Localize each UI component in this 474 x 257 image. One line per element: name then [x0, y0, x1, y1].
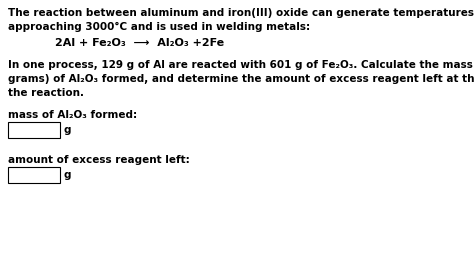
- Text: In one process, 129 g of Al are reacted with 601 g of Fe₂O₃. Calculate the mass : In one process, 129 g of Al are reacted …: [8, 60, 474, 70]
- Text: The reaction between aluminum and iron(III) oxide can generate temperatures: The reaction between aluminum and iron(I…: [8, 8, 474, 18]
- Text: approaching 3000°C and is used in welding metals:: approaching 3000°C and is used in weldin…: [8, 22, 310, 32]
- Bar: [8, 122, 60, 138]
- Text: g: g: [64, 125, 72, 135]
- Bar: [8, 167, 60, 183]
- Text: amount of excess reagent left:: amount of excess reagent left:: [8, 155, 190, 165]
- Text: g: g: [64, 170, 72, 180]
- Text: grams) of Al₂O₃ formed, and determine the amount of excess reagent left at the e: grams) of Al₂O₃ formed, and determine th…: [8, 74, 474, 84]
- Text: the reaction.: the reaction.: [8, 88, 84, 98]
- Text: mass of Al₂O₃ formed:: mass of Al₂O₃ formed:: [8, 110, 137, 120]
- Text: 2Al + Fe₂O₃  ⟶  Al₂O₃ +2Fe: 2Al + Fe₂O₃ ⟶ Al₂O₃ +2Fe: [55, 38, 224, 48]
